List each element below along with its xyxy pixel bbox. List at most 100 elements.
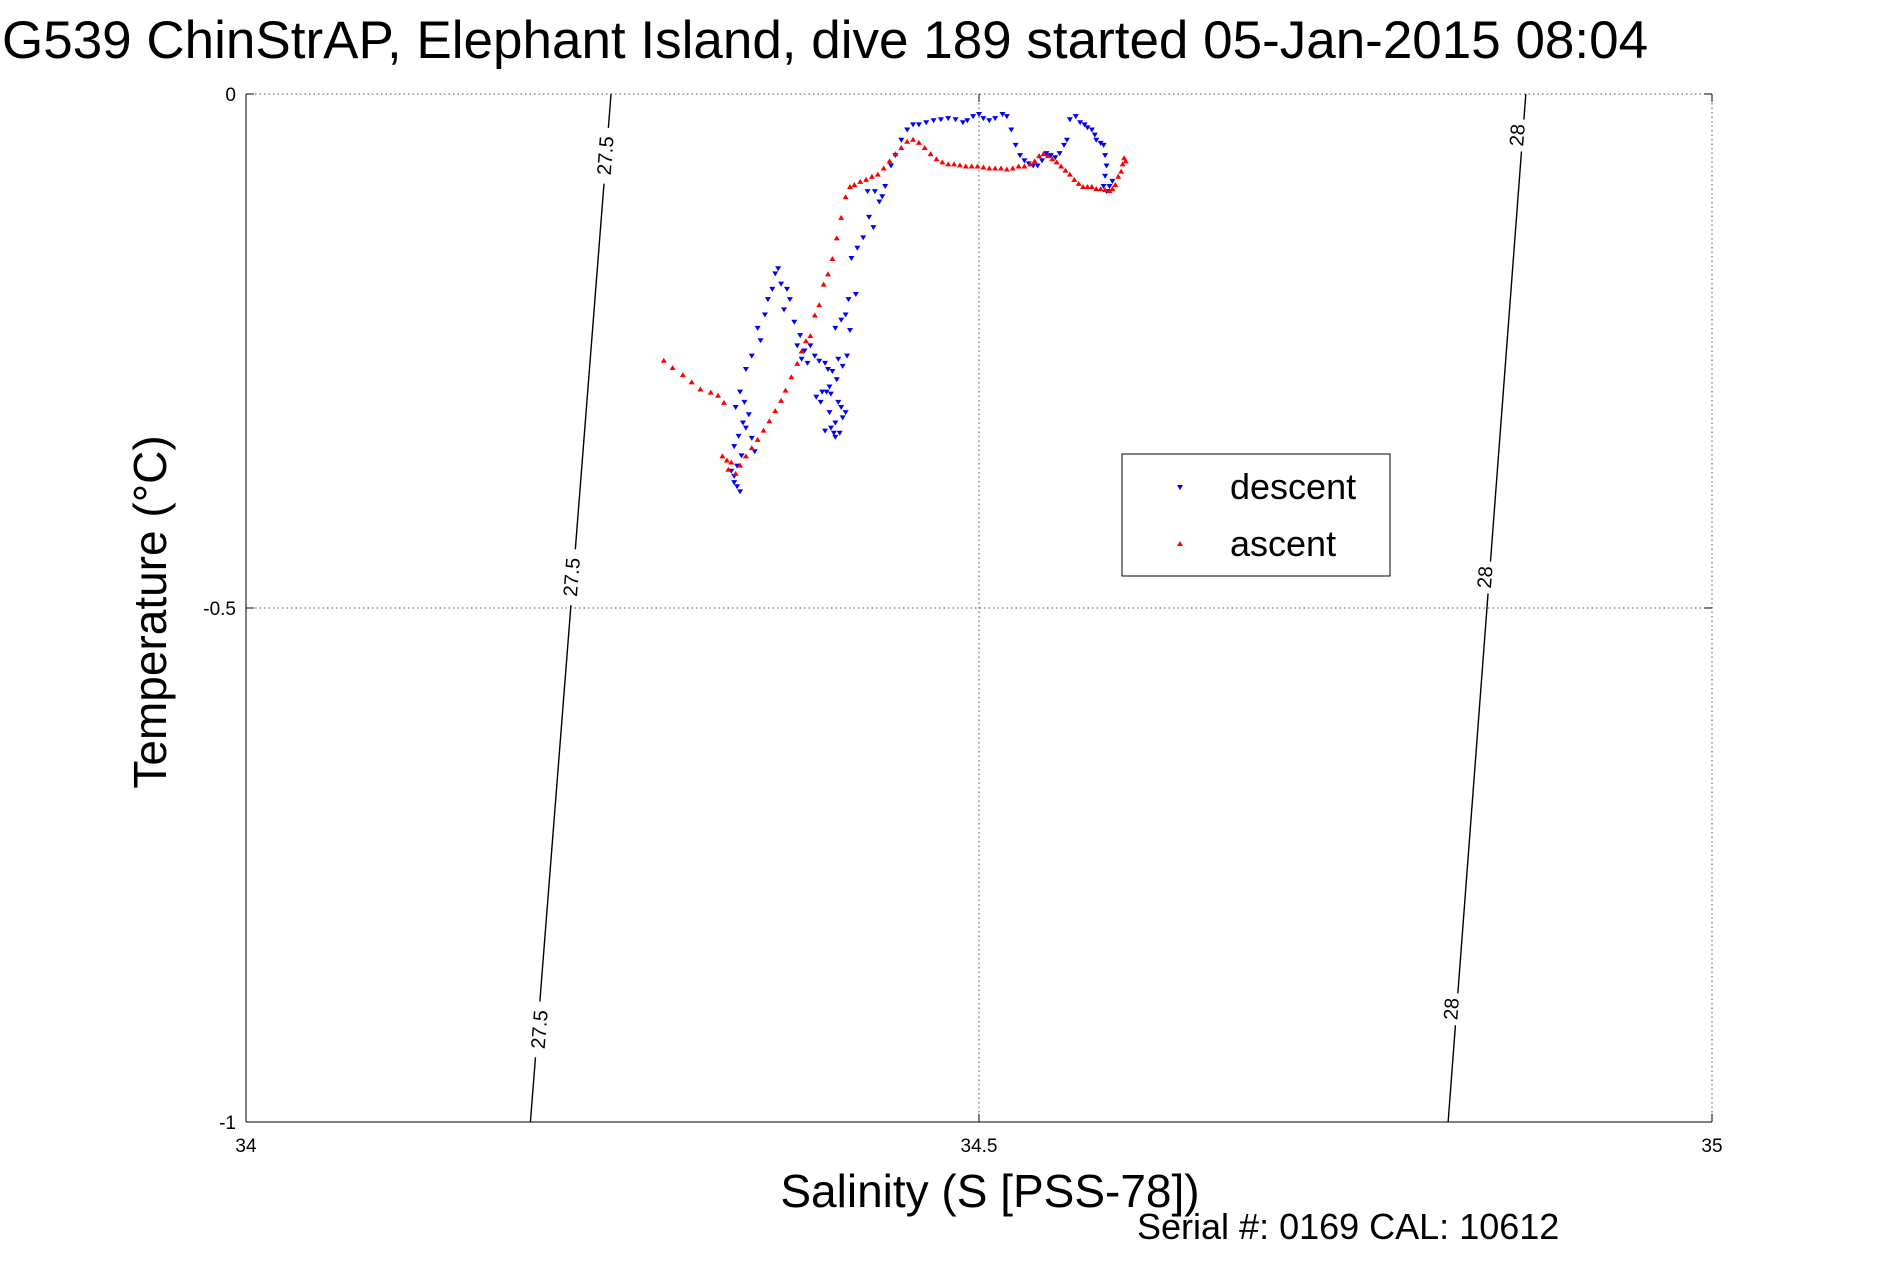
- descent-point: [842, 410, 849, 416]
- descent-point: [882, 184, 889, 190]
- descent-point: [801, 348, 808, 354]
- descent-point: [871, 189, 878, 195]
- ascent-point: [1053, 159, 1060, 165]
- descent-point: [898, 137, 905, 143]
- descent-point: [860, 235, 867, 241]
- descent-point: [738, 453, 745, 459]
- isopycnal-line: [1447, 93, 1527, 1123]
- descent-point: [804, 360, 811, 366]
- ascent-point: [1066, 171, 1073, 177]
- ascent-point: [851, 181, 858, 187]
- ascent-point: [980, 164, 987, 170]
- isopycnal-label-text: 27.5: [560, 557, 585, 598]
- isopycnal-label-bg: [1471, 560, 1498, 595]
- descent-point: [748, 353, 755, 359]
- descent-point: [980, 116, 987, 122]
- descent-point: [734, 484, 741, 490]
- isopycnal-label-bg: [591, 126, 620, 185]
- ascent-point: [833, 235, 840, 241]
- descent-point: [888, 163, 895, 169]
- descent-point: [819, 389, 826, 395]
- ascent-point: [772, 408, 779, 414]
- isopycnal-label-text: 27.5: [594, 135, 619, 176]
- descent-point: [822, 428, 829, 434]
- descent-point: [848, 255, 855, 261]
- descent-point: [866, 214, 873, 220]
- descent-point: [842, 312, 849, 318]
- legend-box: [1121, 453, 1391, 577]
- descent-point: [945, 116, 952, 122]
- descent-point: [986, 118, 993, 124]
- descent-point: [992, 116, 999, 122]
- descent-point: [1077, 120, 1084, 126]
- ascent-point: [915, 139, 922, 145]
- x-tick-label: 34.5: [961, 1136, 998, 1157]
- descent-point: [1097, 140, 1104, 146]
- descent-point: [838, 405, 845, 411]
- descent-point: [876, 199, 883, 205]
- descent-point: [1066, 117, 1073, 123]
- descent-point: [832, 420, 839, 426]
- descent-point: [798, 356, 805, 362]
- ascent-point: [1075, 180, 1082, 186]
- isopycnal-label-text: 28: [1506, 123, 1530, 147]
- ascent-point: [1058, 163, 1065, 169]
- ascent-point: [737, 462, 744, 468]
- ascent-point: [803, 338, 810, 344]
- ascent-point: [846, 184, 853, 190]
- ascent-point: [1049, 156, 1056, 162]
- ascent-point: [760, 427, 767, 433]
- isopycnal-label-bg: [1437, 992, 1465, 1026]
- ascent-point: [945, 161, 952, 167]
- isopycnal-label-text: 28: [1440, 997, 1464, 1021]
- axis-ticks: 34 34.5 35 0 -0.5 -1: [203, 85, 1722, 1157]
- legend-ascent-marker: [1177, 541, 1183, 546]
- ascent-point: [1106, 188, 1113, 194]
- ascent-point: [1109, 186, 1116, 192]
- ascent-point: [939, 159, 946, 165]
- isopycnal-label: 28: [1503, 118, 1531, 152]
- ascent-point: [728, 459, 735, 465]
- descent-point: [1052, 155, 1059, 161]
- ascent-point: [857, 178, 864, 184]
- isopycnal-label: 27.5: [591, 126, 620, 185]
- descent-point: [751, 449, 758, 455]
- descent-point: [952, 117, 959, 123]
- ascent-point: [868, 173, 875, 179]
- descent-point: [1061, 142, 1068, 148]
- data-series: [660, 112, 1129, 495]
- descent-point: [745, 412, 752, 418]
- ascent-point: [933, 156, 940, 162]
- descent-point: [826, 410, 833, 416]
- descent-point: [930, 118, 937, 124]
- descent-point: [833, 377, 840, 383]
- ascent-point: [1036, 153, 1043, 159]
- descent-point: [835, 356, 842, 362]
- descent-point: [854, 245, 861, 251]
- y-tick-label: -1: [219, 1113, 236, 1134]
- ascent-point: [748, 445, 755, 451]
- descent-point: [1102, 173, 1109, 179]
- descent-point: [823, 389, 830, 395]
- descent-point: [1063, 137, 1070, 143]
- descent-point: [742, 367, 749, 373]
- descent-point: [1039, 158, 1046, 164]
- descent-point: [836, 430, 843, 436]
- ascent-point: [956, 162, 963, 168]
- ascent-point: [898, 144, 905, 150]
- ascent-point: [829, 255, 836, 261]
- ascent-point: [1122, 158, 1129, 164]
- descent-point: [915, 122, 922, 128]
- descent-point: [827, 425, 834, 431]
- ascent-point: [732, 470, 739, 476]
- descent-point: [825, 367, 832, 373]
- ascent-point: [788, 374, 795, 380]
- legend: descent ascent: [1121, 453, 1391, 577]
- ascent-point: [880, 165, 887, 171]
- ascent-point: [1084, 184, 1091, 190]
- descent-point: [970, 114, 977, 120]
- ascent-point: [962, 163, 969, 169]
- descent-point: [775, 266, 782, 272]
- legend-descent-label: descent: [1230, 466, 1356, 507]
- descent-point: [783, 286, 790, 292]
